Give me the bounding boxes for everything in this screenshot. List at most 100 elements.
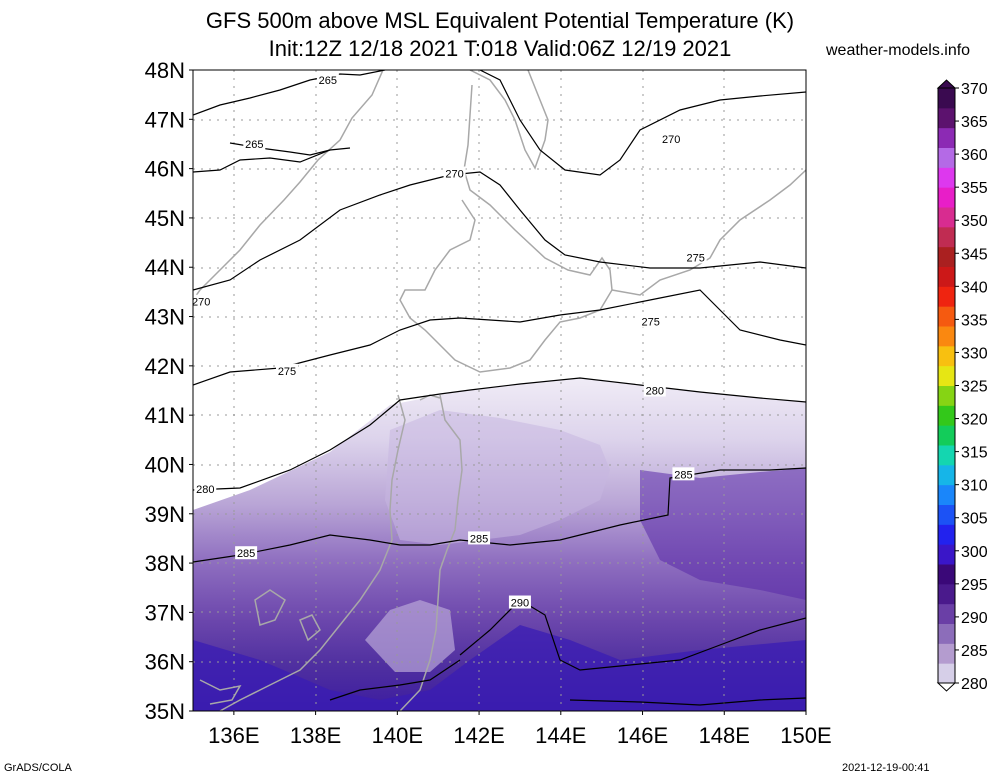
contour-label: 270 <box>660 132 683 146</box>
contour-label-text: 285 <box>470 533 488 545</box>
colorbar-swatch <box>938 107 955 129</box>
contour-label: 270 <box>443 166 466 181</box>
colorbar-swatch <box>938 405 955 426</box>
contour-label: 285 <box>468 531 491 545</box>
theta-e-deep-area <box>193 625 806 711</box>
colorbar-swatch <box>938 147 955 168</box>
lon-tick-label: 144E <box>535 723 586 748</box>
coastlines <box>193 70 806 711</box>
colorbar-swatch <box>938 246 955 267</box>
contour-labels: 265 265 270 270 270 275 275 275 280 280 285 285 285 2… <box>193 72 707 610</box>
lon-tick-label: 136E <box>208 723 259 748</box>
contour-label-bg <box>193 294 213 308</box>
colorbar-swatch <box>938 524 955 545</box>
contour-label-text: 275 <box>686 252 704 264</box>
colorbar-label: 335 <box>961 312 988 329</box>
colorbar-swatch <box>938 306 955 327</box>
colorbar-swatch <box>938 603 955 624</box>
lat-tick-label: 45N <box>145 206 185 231</box>
footer-timestamp: 2021-12-19-00:41 <box>842 762 930 774</box>
contour-label-bg <box>639 314 662 328</box>
contour-label-text: 265 <box>319 75 337 87</box>
contour-label-text: 290 <box>511 598 529 610</box>
colorbar-swatch <box>938 385 955 406</box>
colorbar-label: 305 <box>961 511 988 528</box>
contour-label: 290 <box>508 595 531 610</box>
colorbar-label: 370 <box>961 81 988 98</box>
theta-e-light-area <box>385 410 610 545</box>
contour-label-bg <box>660 132 683 146</box>
contour-label-bg <box>468 531 491 545</box>
colorbar-label: 345 <box>961 246 988 263</box>
colorbar-swatch <box>938 663 955 684</box>
colorbar-top-arrow <box>936 79 957 89</box>
colorbar-swatch <box>938 226 955 248</box>
lat-tick-label: 39N <box>145 502 185 527</box>
contour-label-text: 275 <box>278 366 296 378</box>
colorbar-label: 295 <box>961 577 988 594</box>
footer-credit: GrADS/COLA <box>4 762 72 774</box>
lat-tick-label: 38N <box>145 551 185 576</box>
colorbar-swatch <box>938 504 955 525</box>
contour-label-text: 270 <box>445 169 463 181</box>
contour-label-bg <box>643 383 666 397</box>
map-title: GFS 500m above MSL Equivalent Potential … <box>205 8 795 33</box>
contour-label-bg <box>275 363 298 377</box>
colorbar-swatch <box>938 643 955 664</box>
lat-tick-label: 37N <box>145 600 185 625</box>
colorbar-swatch <box>938 286 955 307</box>
contour-label-text: 280 <box>646 386 664 398</box>
theta-e-light-plume <box>365 600 455 672</box>
contour-label-text: 285 <box>674 469 692 481</box>
colorbar-swatch <box>938 266 955 287</box>
colorbar-label: 310 <box>961 478 988 495</box>
colorbar-label: 320 <box>961 412 988 429</box>
colorbar-swatch <box>938 484 955 505</box>
contour-label-text: 280 <box>196 484 214 496</box>
contour-label: 265 <box>243 136 266 151</box>
lat-tick-label: 47N <box>145 107 185 132</box>
colorbar-swatch <box>938 207 955 228</box>
colorbar-swatch <box>938 88 955 109</box>
contour-label-bg <box>508 595 531 609</box>
contour-label: 270 <box>193 294 213 309</box>
contour-label-text: 265 <box>245 139 263 151</box>
colorbar-label: 330 <box>961 345 988 362</box>
contour-label: 275 <box>684 250 707 264</box>
colorbar-label: 285 <box>961 643 988 660</box>
colorbar-label: 315 <box>961 445 988 462</box>
contour-label-text: 270 <box>662 134 680 146</box>
lon-tick-label: 146E <box>617 723 668 748</box>
contour-label-bg <box>243 136 266 150</box>
contour-label-bg <box>672 467 695 481</box>
latitude-axis: 48N 47N 46N 45N 44N 43N 42N 41N 40N 39N 38N 37N 36N 3… <box>145 58 193 724</box>
lat-tick-label: 42N <box>145 354 185 379</box>
lat-tick-label: 41N <box>145 403 185 428</box>
lat-tick-label: 36N <box>145 650 185 675</box>
map-frame <box>192 69 807 712</box>
site-credit: weather-models.info <box>826 42 971 59</box>
lon-tick-label: 140E <box>372 723 423 748</box>
contour-label-bg <box>316 72 339 86</box>
colorbar-swatch <box>938 544 955 565</box>
colorbar-swatch <box>938 464 955 486</box>
map-subtitle: Init:12Z 12/18 2021 T:018 Valid:06Z 12/1… <box>268 36 732 61</box>
colorbar-swatch <box>938 623 955 644</box>
lat-tick-label: 48N <box>145 58 185 83</box>
lat-tick-label: 46N <box>145 157 185 182</box>
lon-tick-label: 138E <box>290 723 341 748</box>
contour-label: 275 <box>639 314 662 328</box>
colorbar-label: 365 <box>961 114 988 131</box>
colorbar-swatch <box>938 583 955 605</box>
lon-tick-label: 148E <box>699 723 750 748</box>
contour-label: 285 <box>235 546 258 560</box>
colorbar-bottom-arrow <box>936 682 957 692</box>
colorbar-swatch <box>938 326 955 347</box>
contour-label-text: 285 <box>237 548 255 560</box>
colorbar-swatch <box>938 425 955 446</box>
colorbar-label: 300 <box>961 544 988 561</box>
theta-e-east-area <box>640 468 806 600</box>
contour-label-bg <box>194 482 217 496</box>
colorbar-label: 360 <box>961 147 988 164</box>
